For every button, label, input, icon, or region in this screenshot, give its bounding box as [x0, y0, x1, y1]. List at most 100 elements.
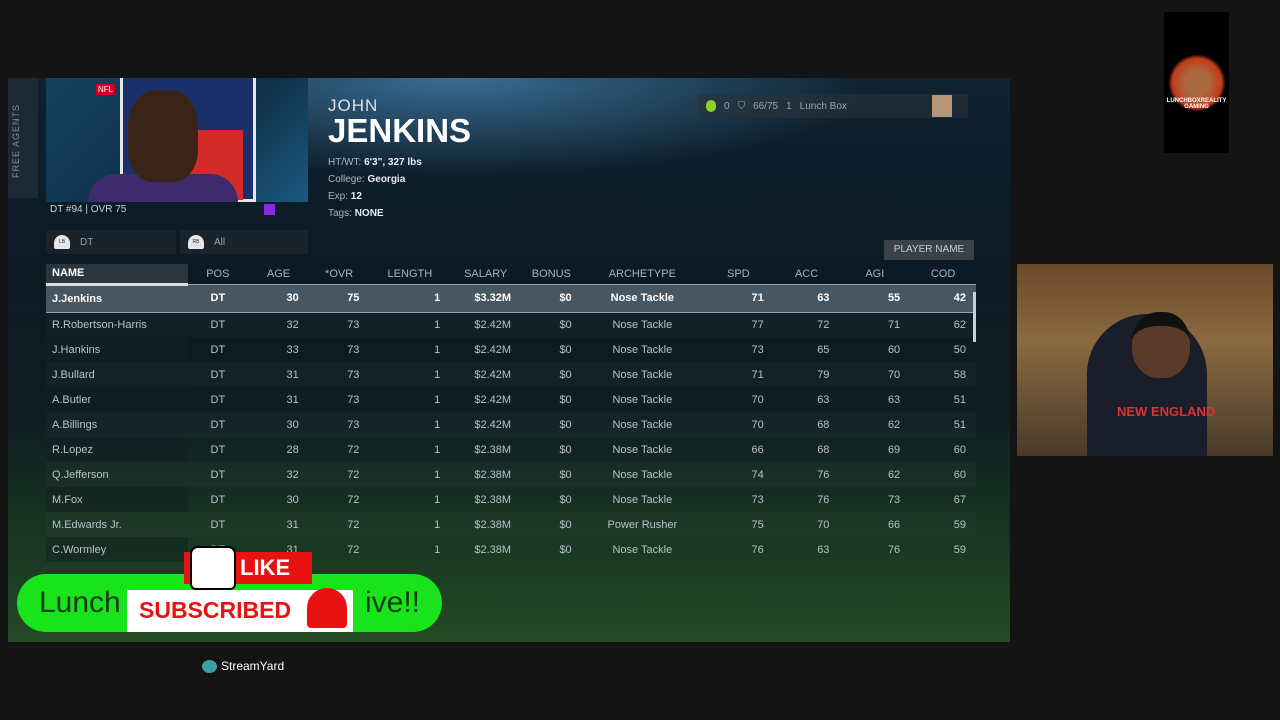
table-row[interactable]: R.Lopez DT 28 72 1 $2.38M $0 Nose Tackle 66 68 69 6…	[46, 437, 976, 462]
scrollbar[interactable]	[973, 292, 976, 342]
column-header[interactable]: AGI	[865, 267, 885, 280]
cell-cod: 59	[910, 512, 976, 537]
ability-badge-icon	[264, 204, 275, 215]
table-row[interactable]: R.Robertson-Harris DT 32 73 1 $2.42M $0 Nose Ta…	[46, 312, 976, 337]
cell-bonus: $0	[559, 543, 572, 556]
cell-spd: 76	[751, 543, 764, 556]
cell-cod: 67	[953, 493, 966, 506]
cell-name: J.Jenkins	[46, 283, 188, 313]
streamer-head	[1132, 312, 1190, 378]
player-details: HT/WT: 6'3", 327 lbs College: Georgia Ex…	[328, 157, 422, 219]
cell-pos: DT	[188, 512, 249, 537]
cell-name: M.Edwards Jr.	[46, 512, 188, 537]
column-header[interactable]: ACC	[794, 267, 819, 280]
player-portrait: NFL	[46, 78, 308, 202]
cell-length: 1	[434, 493, 441, 506]
cell-archetype: Nose Tackle	[582, 312, 703, 337]
cell-acc: 65	[817, 343, 830, 356]
sort-player-name-button[interactable]: PLAYER NAME	[884, 240, 974, 260]
cell-cod: 42	[910, 283, 976, 313]
cell-salary: $2.38M	[474, 443, 512, 456]
cell-agi: 60	[887, 343, 901, 356]
cell-spd: 73	[751, 493, 764, 506]
column-header[interactable]: ARCHETYPE	[608, 267, 676, 280]
cell-pos: DT	[210, 343, 226, 356]
cell-spd: 74	[703, 462, 774, 487]
group-filter[interactable]: RB All	[180, 230, 308, 254]
cell-salary: $2.42M	[450, 412, 521, 437]
streamyard-watermark: StreamYard	[202, 659, 284, 673]
cell-salary: $2.42M	[450, 362, 521, 387]
cell-name: C.Wormley	[46, 537, 188, 562]
cell-archetype: Nose Tackle	[612, 343, 673, 356]
cell-age: 31	[248, 362, 309, 387]
cell-spd: 70	[751, 393, 764, 406]
cell-archetype: Nose Tackle	[582, 462, 703, 487]
player-card-info: DT #94 | OVR 75	[50, 204, 127, 215]
cell-age: 32	[248, 312, 309, 337]
cell-age: 33	[286, 343, 299, 356]
cell-acc: 63	[773, 283, 840, 313]
column-header[interactable]: AGE	[266, 267, 291, 280]
nfl-logo: NFL	[96, 84, 116, 95]
user-avatar	[932, 95, 952, 117]
cell-agi: 73	[887, 493, 901, 506]
cell-bonus: $0	[559, 343, 572, 356]
cell-name: M.Fox	[46, 487, 188, 512]
cell-pos: DT	[188, 462, 249, 487]
webcam-feed: NEW ENGLAND	[1017, 264, 1273, 456]
cell-acc: 68	[817, 443, 830, 456]
cell-cod: 50	[953, 343, 966, 356]
table-row[interactable]: M.Fox DT 30 72 1 $2.38M $0 Nose Tackle 73 76 73 67	[46, 487, 976, 512]
cell-spd: 77	[703, 312, 774, 337]
shirt-text: NEW ENGLAND	[1117, 404, 1216, 419]
column-header[interactable]: SALARY	[464, 267, 508, 280]
cell-age: 31	[286, 393, 299, 406]
column-header[interactable]: LENGTH	[387, 267, 433, 280]
table-row[interactable]: A.Butler DT 31 73 1 $2.42M $0 Nose Tackle 70 63 63…	[46, 387, 976, 412]
cell-length: 1	[369, 512, 450, 537]
cell-agi: 70	[839, 362, 910, 387]
username: Lunch Box	[799, 100, 847, 112]
column-header[interactable]: NAME	[46, 264, 188, 286]
cell-name: R.Robertson-Harris	[46, 312, 188, 337]
cell-age: 30	[248, 283, 309, 313]
column-header[interactable]: COD	[930, 267, 956, 280]
column-header[interactable]: BONUS	[531, 267, 571, 280]
cell-length: 1	[369, 362, 450, 387]
cell-spd: 75	[703, 512, 774, 537]
cell-cod: 58	[910, 362, 976, 387]
cell-agi: 55	[839, 283, 911, 313]
cell-bonus: $0	[559, 393, 572, 406]
cell-cod: 60	[953, 443, 966, 456]
cell-ovr: 73	[309, 362, 370, 387]
cell-ovr: 72	[347, 443, 360, 456]
position-filter[interactable]: LB DT	[46, 230, 176, 254]
cell-bonus: $0	[521, 462, 582, 487]
cell-pos: DT	[210, 443, 226, 456]
cell-bonus: $0	[521, 312, 582, 337]
table-row[interactable]: A.Billings DT 30 73 1 $2.42M $0 Nose Tackle 70 68…	[46, 412, 976, 437]
table-row[interactable]: J.Jenkins DT 30 75 1 $3.32M $0 Nose Tackle 71 63 5…	[46, 283, 976, 313]
column-header[interactable]: *OVR	[325, 267, 354, 280]
table-row[interactable]: M.Edwards Jr. DT 31 72 1 $2.38M $0 Power Rusher…	[46, 512, 976, 537]
column-header[interactable]: SPD	[727, 267, 750, 280]
cell-name: R.Lopez	[46, 437, 188, 462]
player-last-name: JENKINS	[328, 112, 472, 149]
table-row[interactable]: J.Bullard DT 31 73 1 $2.42M $0 Nose Tackle 71 79 7…	[46, 362, 976, 387]
cell-cod: 60	[910, 462, 976, 487]
player-face	[128, 90, 198, 182]
streamyard-icon	[202, 659, 217, 673]
cell-age: 30	[286, 493, 299, 506]
free-agents-tab[interactable]: FREE AGENTS	[8, 78, 38, 198]
cell-salary: $2.38M	[450, 512, 521, 537]
column-header[interactable]: POS	[206, 267, 230, 280]
table-row[interactable]: J.Hankins DT 33 73 1 $2.42M $0 Nose Tackle 73 65 6…	[46, 337, 976, 362]
coin-icon	[706, 100, 716, 112]
cell-ovr: 75	[308, 283, 370, 313]
cell-pos: DT	[188, 312, 249, 337]
position-icon: RB	[188, 235, 204, 249]
cell-acc: 72	[774, 312, 840, 337]
table-row[interactable]: Q.Jefferson DT 32 72 1 $2.38M $0 Nose Tackle 74 7…	[46, 462, 976, 487]
